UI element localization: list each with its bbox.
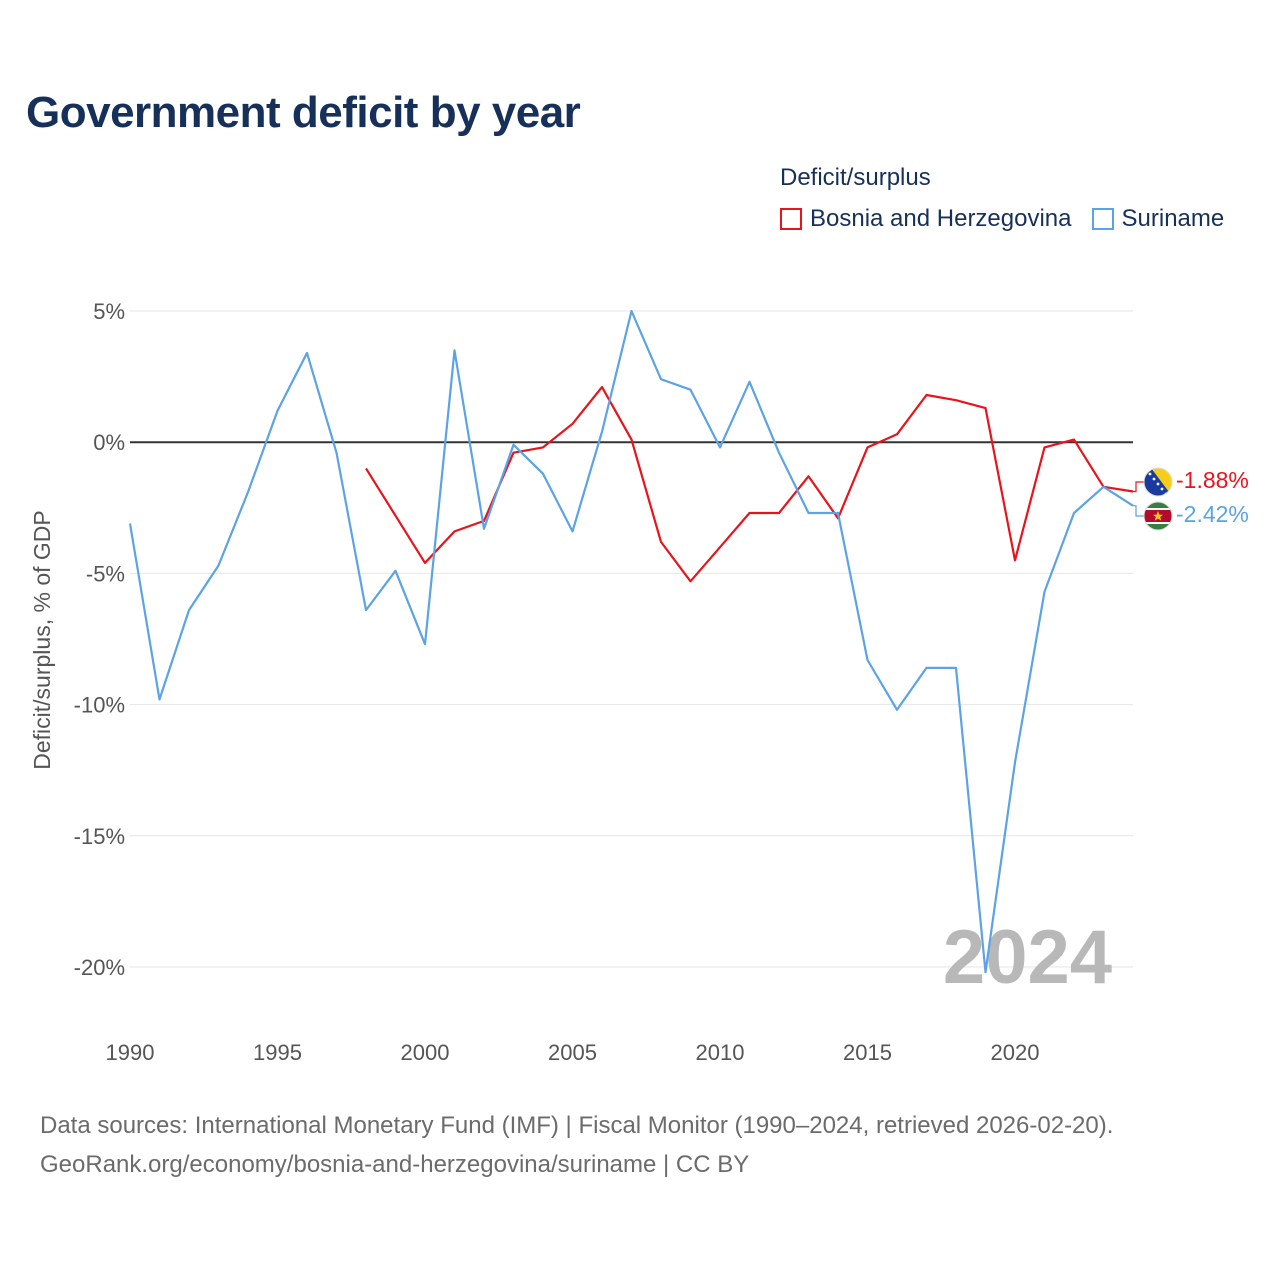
- end-connector: [1133, 505, 1144, 517]
- x-tick-label: 2005: [548, 1040, 597, 1065]
- legend-label-suriname: Suriname: [1121, 205, 1225, 232]
- source-footer: Data sources: International Monetary Fun…: [40, 1106, 1113, 1184]
- y-tick-label: -5%: [86, 561, 125, 586]
- y-tick-label: -20%: [74, 955, 125, 980]
- legend-title: Deficit/surplus: [780, 164, 931, 191]
- legend-item-suriname[interactable]: Suriname: [1091, 205, 1225, 233]
- x-tick-label: 1995: [253, 1040, 302, 1065]
- legend-swatch-suriname: [1091, 208, 1114, 230]
- source-line: Data sources: International Monetary Fun…: [40, 1112, 1114, 1139]
- attribution-line: GeoRank.org/economy/bosnia-and-herzegovi…: [40, 1151, 750, 1178]
- x-tick-label: 2020: [991, 1040, 1040, 1065]
- y-axis-label: Deficit/surplus, % of GDP: [29, 510, 55, 769]
- y-axis-ticks: 5% 0% -5% -10% -15% -20%: [74, 299, 125, 980]
- current-year-watermark: 2024: [943, 915, 1112, 1000]
- end-connector: [1133, 481, 1144, 493]
- y-tick-label: -15%: [74, 824, 125, 849]
- legend-swatch-bosnia: [780, 208, 802, 230]
- x-tick-label: 2010: [696, 1040, 745, 1065]
- x-axis-ticks: 1990 1995 2000 2005 2010 2015 2020: [106, 1040, 1040, 1065]
- bosnia-and-herzegovina-flag: [1144, 468, 1172, 496]
- legend: Bosnia and Herzegovina Suriname: [780, 205, 1244, 233]
- line-chart: 5% 0% -5% -10% -15% -20% 1990 1995 2000 2005 2010…: [29, 299, 1249, 1065]
- y-tick-label: -10%: [74, 693, 125, 718]
- series-line-bosnia-and-herzegovina[interactable]: [365, 386, 1134, 583]
- data-series: [128, 309, 1144, 974]
- chart-title: Government deficit by year: [26, 88, 581, 137]
- series-line-suriname[interactable]: [128, 309, 1134, 974]
- legend-label-bosnia: Bosnia and Herzegovina: [810, 205, 1072, 232]
- y-tick-label: 0%: [93, 430, 125, 455]
- x-tick-label: 2000: [401, 1040, 450, 1065]
- suriname-flag: [1144, 502, 1172, 530]
- suriname-end-value-label: -2.42%: [1176, 501, 1249, 527]
- x-tick-label: 1990: [106, 1040, 155, 1065]
- grid-lines: [130, 310, 1133, 968]
- bosnia-end-value-label: -1.88%: [1176, 467, 1249, 493]
- legend-item-bosnia[interactable]: Bosnia and Herzegovina: [780, 205, 1072, 233]
- x-tick-label: 2015: [843, 1040, 892, 1065]
- y-tick-label: 5%: [93, 299, 125, 324]
